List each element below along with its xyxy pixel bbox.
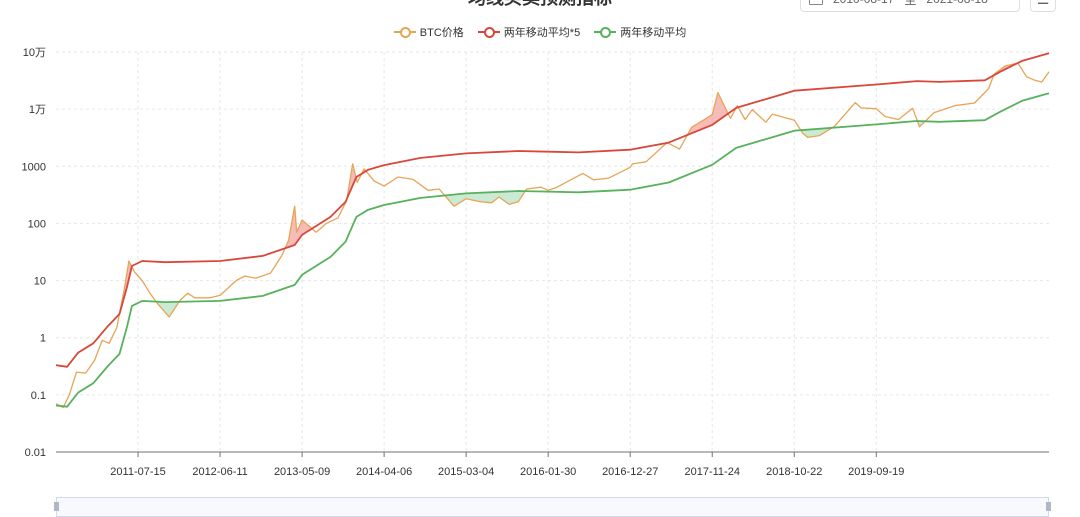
legend-item-ma5[interactable]: 两年移动平均*5 [477, 24, 581, 40]
x-tick-label: 2013-05-09 [274, 466, 330, 478]
calendar-icon [809, 0, 823, 5]
x-tick-label: 2014-04-06 [356, 466, 412, 478]
legend-swatch-ma5 [477, 27, 500, 38]
date-range-picker[interactable]: 2010-08-17 至 2021-08-18 [800, 0, 1020, 12]
y-tick-label: 1 [40, 333, 46, 345]
x-tick-label: 2019-09-19 [848, 466, 904, 478]
legend: BTC价格 两年移动平均*5 两年移动平均 [0, 24, 1080, 40]
sell-zone-area [286, 208, 311, 248]
date-range-separator: 至 [904, 0, 916, 8]
buy-zone-area [157, 301, 178, 317]
x-tick-label: 2017-11-24 [685, 466, 740, 478]
y-tick-label: 1000 [22, 161, 46, 173]
ma-x5-line [55, 52, 1050, 368]
y-tick-label: 0.1 [31, 390, 46, 402]
legend-label-ma5: 两年移动平均*5 [503, 27, 581, 39]
date-range-end[interactable]: 2021-08-18 [926, 0, 987, 6]
legend-item-ma[interactable]: 两年移动平均 [594, 24, 686, 40]
y-tick-label: 100 [28, 218, 46, 230]
zoom-handle-left[interactable] [54, 502, 59, 511]
menu-button[interactable]: ☰ [1030, 0, 1056, 12]
y-tick-label: 10万 [23, 47, 46, 59]
btc-price-line [55, 62, 1050, 409]
data-zoom-slider[interactable] [56, 497, 1049, 517]
y-tick-label: 1万 [29, 104, 46, 116]
x-tick-label: 2016-12-27 [602, 466, 658, 478]
x-tick-label: 2016-01-30 [520, 466, 576, 478]
legend-swatch-ma [594, 27, 617, 38]
date-range-start[interactable]: 2010-08-17 [833, 0, 894, 6]
ma-line [55, 92, 1050, 408]
legend-label-ma: 两年移动平均 [620, 27, 687, 39]
hamburger-icon: ☰ [1037, 0, 1050, 8]
buy-zone-area [445, 191, 525, 206]
x-tick-label: 2015-03-04 [438, 466, 494, 478]
x-tick-label: 2018-10-22 [766, 466, 822, 478]
legend-label-price: BTC价格 [419, 27, 464, 39]
y-tick-label: 0.01 [25, 447, 46, 459]
chart-title: 均线买卖预测指标 [0, 0, 1080, 10]
sell-zone-area [347, 168, 356, 197]
legend-swatch-price [393, 27, 416, 38]
legend-item-price[interactable]: BTC价格 [393, 24, 464, 40]
sell-zone-area [687, 94, 728, 135]
x-tick-label: 2012-06-11 [192, 466, 247, 478]
x-tick-label: 2011-07-15 [110, 466, 165, 478]
y-tick-label: 10 [34, 276, 46, 288]
zoom-handle-right[interactable] [1046, 502, 1051, 511]
